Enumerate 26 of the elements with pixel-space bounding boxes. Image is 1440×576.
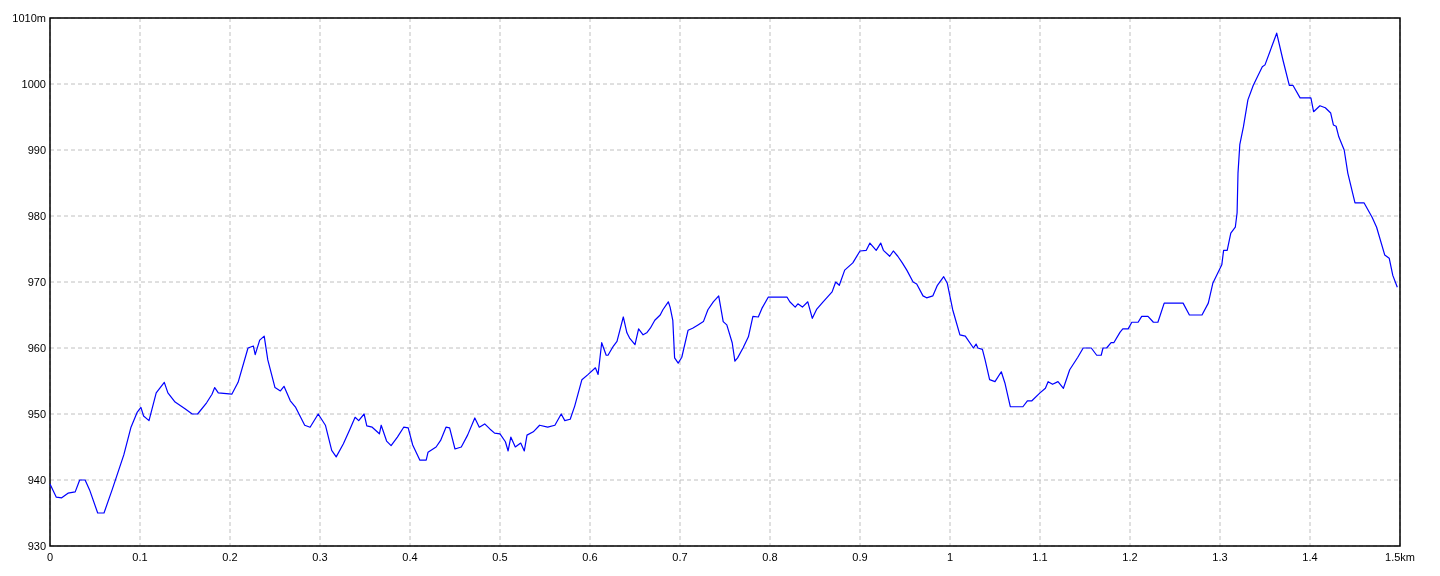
y-tick-label: 940	[27, 474, 46, 486]
y-tick-label: 970	[27, 276, 46, 288]
x-tick-label: 1	[946, 551, 954, 563]
x-tick-label: 0	[46, 551, 54, 563]
x-tick-label: 0.5	[492, 551, 508, 563]
x-tick-label: 1.3	[1212, 551, 1228, 563]
x-tick-label: 0.7	[672, 551, 688, 563]
x-tick-label: 1.1	[1032, 551, 1048, 563]
x-tick-label: 0.6	[582, 551, 598, 563]
y-tick-label: 1000	[21, 78, 46, 90]
x-tick-label: 0.2	[222, 551, 238, 563]
x-tick-label: 1.2	[1122, 551, 1138, 563]
y-tick-label: 950	[27, 408, 46, 420]
y-tick-label: 1010m	[12, 12, 46, 24]
x-tick-label: 0.4	[402, 551, 418, 563]
x-tick-label: 0.3	[312, 551, 328, 563]
x-tick-label: 0.9	[852, 551, 868, 563]
y-tick-label: 990	[27, 144, 46, 156]
y-tick-label: 930	[27, 540, 46, 552]
y-tick-label: 960	[27, 342, 46, 354]
x-tick-label: 0.8	[762, 551, 778, 563]
line-series	[49, 32, 1398, 514]
y-tick-label: 980	[27, 210, 46, 222]
x-tick-label: 0.1	[132, 551, 148, 563]
x-tick-label: 1.5km	[1385, 551, 1415, 563]
x-tick-label: 1.4	[1302, 551, 1318, 563]
